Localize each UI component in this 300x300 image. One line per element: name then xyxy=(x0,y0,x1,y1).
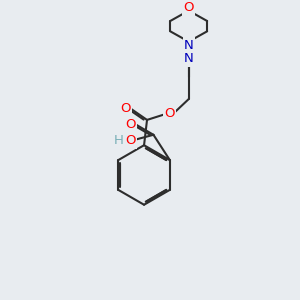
Text: H: H xyxy=(113,134,123,147)
Text: O: O xyxy=(164,107,175,121)
Text: O: O xyxy=(125,118,136,131)
Text: O: O xyxy=(183,1,194,14)
Text: N: N xyxy=(184,52,194,65)
Text: O: O xyxy=(126,134,136,147)
Text: O: O xyxy=(120,102,130,115)
Text: N: N xyxy=(184,39,194,52)
